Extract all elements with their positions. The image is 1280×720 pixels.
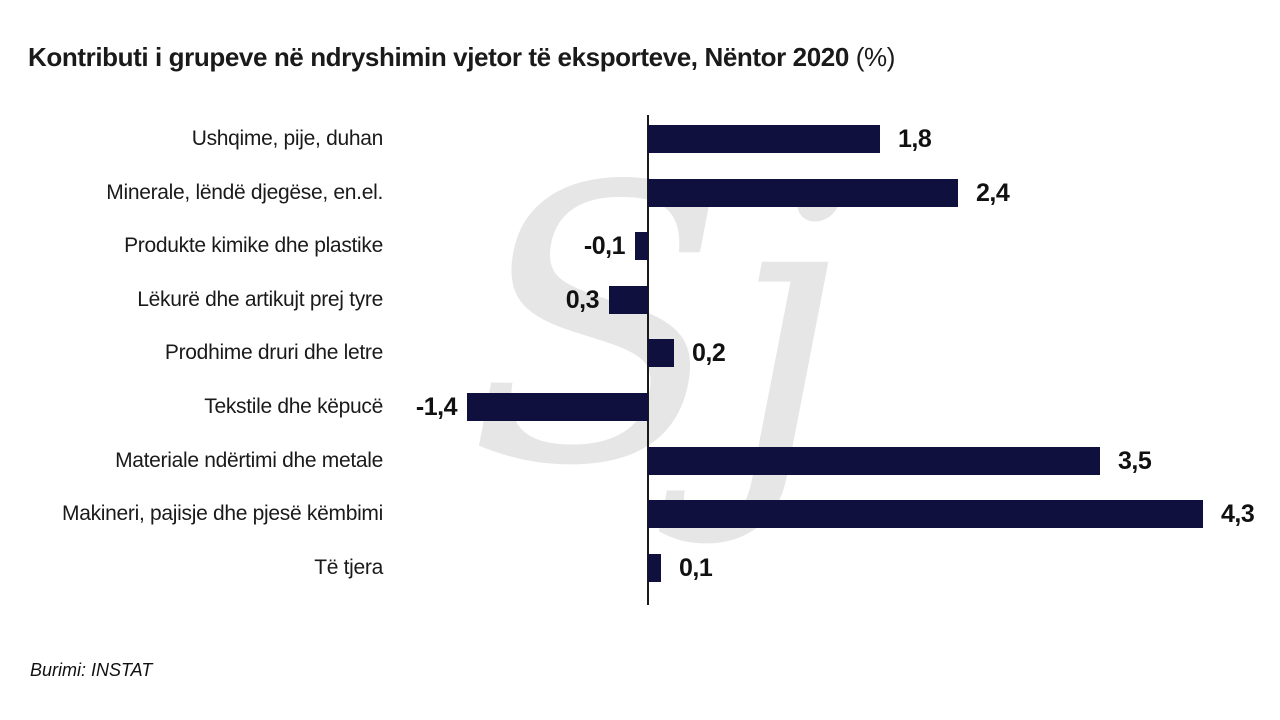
value-label: 0,2	[692, 339, 726, 367]
bar	[648, 339, 674, 367]
chart-title: Kontributi i grupeve në ndryshimin vjeto…	[28, 42, 895, 73]
bar	[648, 179, 958, 207]
bar	[648, 500, 1203, 528]
chart-title-unit: (%)	[848, 42, 896, 72]
category-label: Produkte kimike dhe plastike	[124, 234, 383, 257]
category-label: Tekstile dhe këpucë	[204, 395, 383, 418]
chart-row: Lëkurë dhe artikujt prej tyre 0,3	[0, 286, 1280, 314]
category-label: Prodhime druri dhe letre	[164, 341, 383, 364]
chart-row: Produkte kimike dhe plastike -0,1	[0, 232, 1280, 260]
chart-row: Minerale, lëndë djegëse, en.el. 2,4	[0, 179, 1280, 207]
bar	[648, 554, 661, 582]
category-label: Minerale, lëndë djegëse, en.el.	[106, 181, 383, 204]
bar	[635, 232, 648, 260]
value-label: 2,4	[976, 179, 1010, 207]
value-label: -0,1	[583, 232, 626, 260]
category-label: Të tjera	[314, 556, 383, 579]
source-note: Burimi: INSTAT	[30, 660, 153, 680]
chart-title-text: Kontributi i grupeve në ndryshimin vjeto…	[28, 42, 849, 72]
category-label: Makineri, pajisje dhe pjesë këmbimi	[62, 502, 383, 525]
category-label: Ushqime, pije, duhan	[191, 127, 384, 150]
value-label: -1,4	[415, 393, 458, 421]
value-label: 0,3	[565, 286, 600, 314]
bar	[648, 447, 1100, 475]
bar	[467, 393, 648, 421]
value-label: 0,1	[679, 554, 713, 582]
value-label: 4,3	[1221, 500, 1255, 528]
chart-row: Materiale ndërtimi dhe metale 3,5	[0, 447, 1280, 475]
chart-row: Makineri, pajisje dhe pjesë këmbimi 4,3	[0, 500, 1280, 528]
chart-row: Ushqime, pije, duhan 1,8	[0, 125, 1280, 153]
bar	[648, 125, 880, 153]
chart-row: Tekstile dhe këpucë -1,4	[0, 393, 1280, 421]
bar	[609, 286, 648, 314]
chart-row: Të tjera 0,1	[0, 554, 1280, 582]
category-label: Materiale ndërtimi dhe metale	[115, 449, 383, 472]
value-label: 1,8	[898, 125, 932, 153]
value-label: 3,5	[1118, 447, 1152, 475]
chart-row: Prodhime druri dhe letre 0,2	[0, 339, 1280, 367]
category-label: Lëkurë dhe artikujt prej tyre	[137, 288, 383, 311]
